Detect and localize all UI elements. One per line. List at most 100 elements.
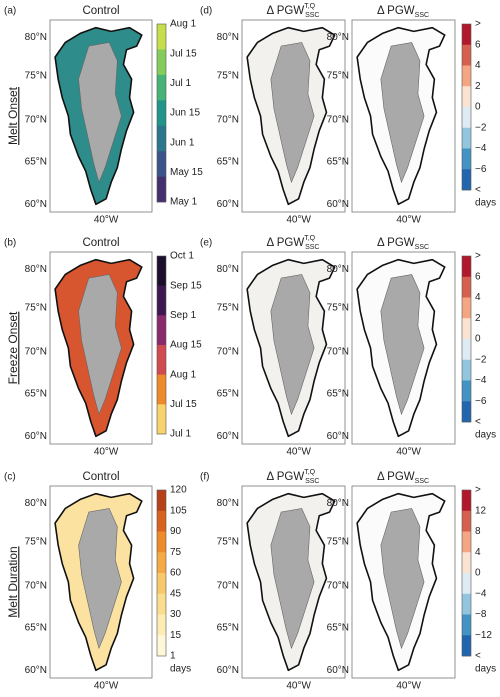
lat-label: 65°N [217,389,239,400]
colorbar-unit: days [170,664,191,675]
lon-label: 40°W [94,681,119,692]
title-sub: SSC [305,244,319,251]
greenland [247,494,335,671]
colorbar-label: 2 [475,313,481,324]
lat-label: 75°N [327,536,349,547]
lat-label: 65°N [327,623,349,634]
colorbar-segment [157,74,166,101]
colorbar-label: 15 [170,630,182,641]
colorbar-segment [462,297,471,319]
ice-interior [271,42,314,182]
lat-label: 60°N [217,665,239,676]
lat-label: 70°N [327,114,349,125]
lat-label: 60°N [25,199,47,210]
colorbar-unit: days [475,430,496,441]
colorbar-label: Aug 1 [170,369,197,380]
colorbar-label: Jul 1 [170,78,192,89]
title-sup: T,Q [304,3,315,10]
greenland [55,28,142,205]
panel-tag: (e) [200,238,212,249]
panel-tag: (d) [200,6,212,17]
colorbar-frame [156,23,167,203]
title-sub: SSC [415,12,429,19]
colorbar-segment [157,49,166,76]
row-label: Freeze Onset [6,311,20,384]
colorbar-segment [462,593,471,615]
colorbar-segment [462,24,471,46]
lat-label: 80°N [327,498,349,509]
greenland [357,28,445,205]
row-label: Melt Onset [6,86,20,145]
colorbar-segment [462,490,471,512]
colorbar-segment [462,318,471,340]
colorbar-label: Aug 15 [170,340,202,351]
lat-label: 65°N [217,623,239,634]
colorbar-label: −6 [475,396,487,407]
colorbar-label: Sep 15 [170,280,202,291]
greenland [357,260,445,437]
colorbar-segment [157,552,166,574]
lat-label: 70°N [327,580,349,591]
colorbar-label: Jun 1 [170,137,195,148]
lat-label: 75°N [327,70,349,81]
lat-label: 60°N [217,431,239,442]
title-sub: SSC [415,244,429,251]
colorbar-label: 60 [170,568,182,579]
colorbar-label: 1 [170,651,176,662]
colorbar-unit: days [475,198,496,209]
colorbar-segment [462,614,471,636]
title-base: Δ PGW [377,237,415,249]
lat-label: 75°N [217,302,239,313]
colorbar-segment [462,339,471,361]
colorbar-segment [157,614,166,636]
lat-label: 70°N [25,346,47,357]
lat-label: 75°N [217,70,239,81]
lat-label: 65°N [327,389,349,400]
colorbar-segment [462,169,471,191]
title-base: Δ PGW [266,237,304,249]
colorbar-segment [462,359,471,381]
colorbar-segment [462,552,471,574]
lon-label: 40°W [286,447,311,458]
colorbar-label: Jun 15 [170,108,200,119]
colorbar-label: −4 [475,375,487,386]
colorbar-frame [156,489,167,657]
row-label: Melt Duration [6,546,20,617]
panel-title: Δ PGWT,Q SSC [266,235,319,251]
colorbar-label: Jul 1 [170,429,192,440]
title-sub: SSC [305,478,319,485]
colorbar-segment [157,151,166,177]
ice-interior [79,508,122,648]
colorbar-label: 8 [475,526,481,537]
ice-interior [271,274,314,414]
lat-label: 60°N [327,665,349,676]
colorbar-label: > [475,19,481,30]
panel-title: Control [82,5,119,17]
lon-label: 40°W [396,447,421,458]
colorbar-label: 30 [170,609,182,620]
colorbar-label: −4 [475,143,487,154]
panel-title: Control [82,471,119,483]
colorbar-label: −8 [475,609,487,620]
panel-tag: (a) [4,6,16,17]
lat-label: 80°N [25,264,47,275]
colorbar-frame [461,489,472,657]
lon-label: 40°W [286,681,311,692]
colorbar-segment [157,490,166,512]
colorbar-label: 2 [475,81,481,92]
lon-label: 40°W [286,215,311,226]
colorbar-label: Oct 1 [170,251,194,262]
title-sub: SSC [305,12,319,19]
ice-interior [271,508,314,648]
colorbar-label: 4 [475,60,481,71]
lat-label: 70°N [25,580,47,591]
colorbar-label: Jul 15 [170,48,197,59]
greenland [247,28,335,205]
colorbar-unit: days [475,664,496,675]
colorbar-label: May 1 [170,197,198,208]
lat-label: 70°N [217,114,239,125]
title-base: Δ PGW [266,5,304,17]
greenland [247,260,335,437]
colorbar-label: 6 [475,271,481,282]
lon-label: 40°W [94,447,119,458]
